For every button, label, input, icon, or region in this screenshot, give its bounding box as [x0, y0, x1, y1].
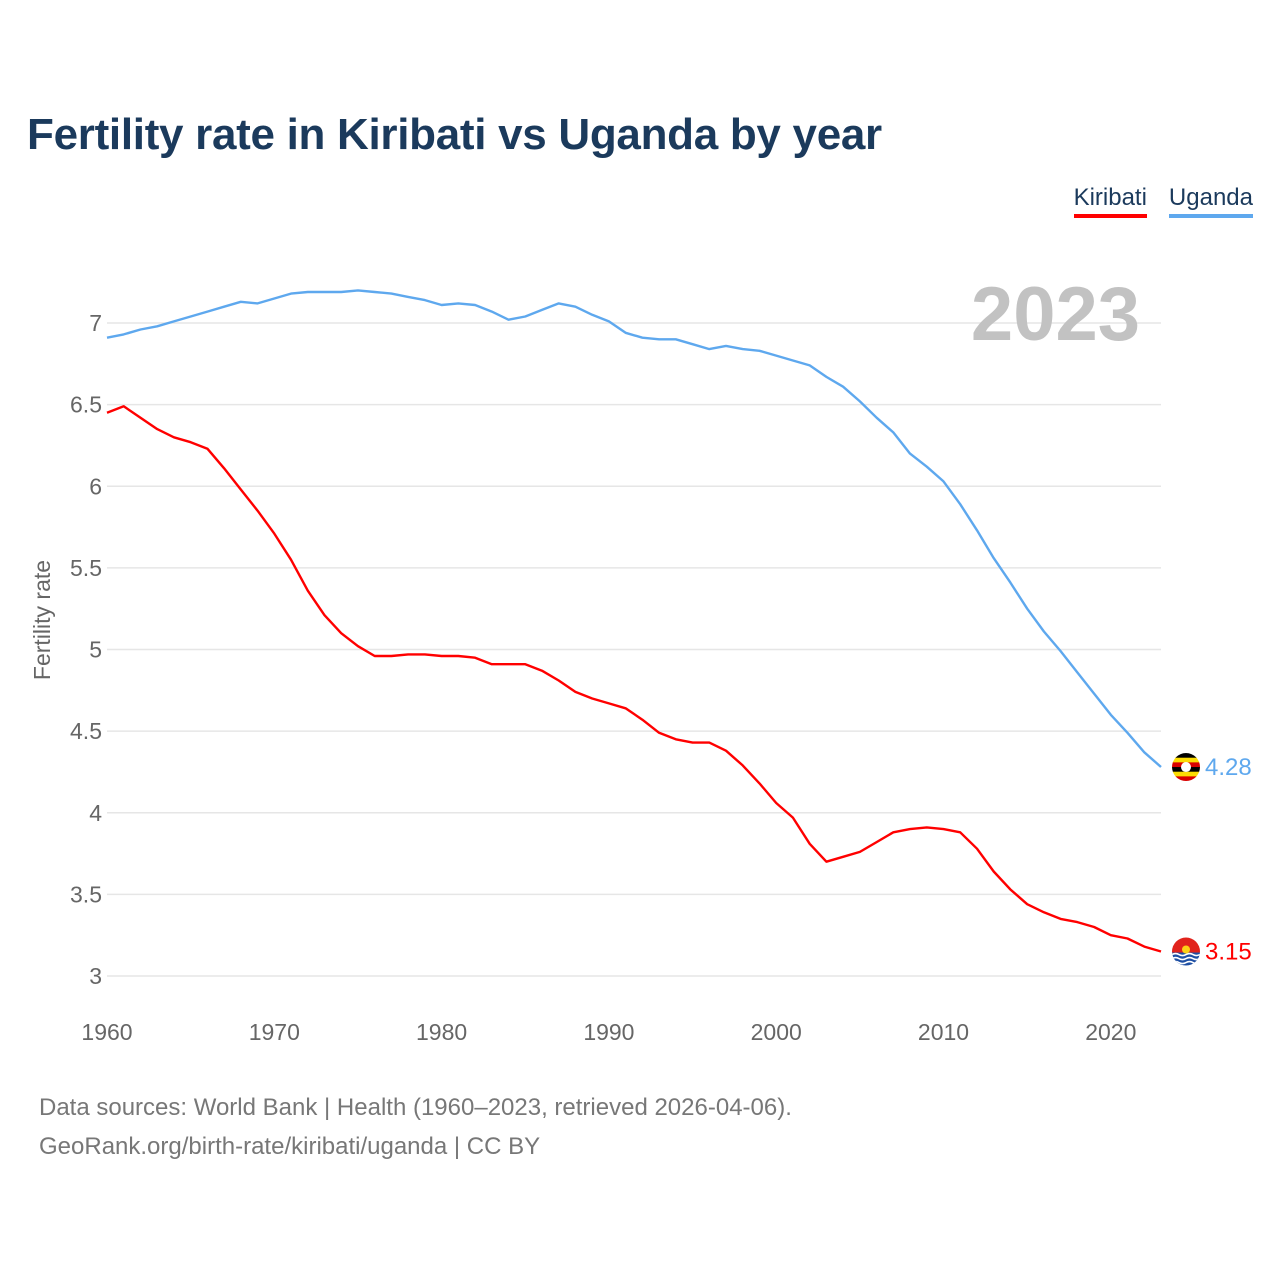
y-axis-label: Fertility rate — [29, 560, 55, 680]
y-tick-label: 5.5 — [70, 555, 102, 581]
uganda-flag-icon — [1172, 753, 1200, 782]
series-line-uganda — [106, 289, 1162, 768]
gridlines — [107, 322, 1161, 977]
legend-item-uganda[interactable]: Uganda — [1168, 184, 1253, 218]
year-watermark: 2023 — [971, 272, 1140, 357]
y-tick-label: 3 — [89, 963, 102, 989]
x-tick-label: 1960 — [81, 1019, 132, 1045]
legend-item-kiribati[interactable]: Kiribati — [1073, 184, 1147, 218]
x-tick-label: 2010 — [918, 1019, 969, 1045]
x-tick-label: 2000 — [751, 1019, 802, 1045]
y-tick-label: 5 — [89, 637, 102, 663]
y-axis-ticks: 3 3.5 4 4.5 5 5.5 6 6.5 7 — [70, 310, 102, 989]
footer: Data sources: World Bank | Health (1960–… — [39, 1088, 792, 1166]
x-tick-label: 1980 — [416, 1019, 467, 1045]
y-tick-label: 4 — [89, 800, 102, 826]
x-tick-label: 2020 — [1085, 1019, 1136, 1045]
end-value-label-kiribati: 3.15 — [1205, 939, 1252, 966]
kiribati-flag-icon — [1172, 937, 1200, 966]
source-link[interactable]: GeoRank.org/birth-rate/kiribati/uganda |… — [39, 1133, 541, 1160]
y-tick-label: 6 — [89, 473, 102, 499]
x-tick-label: 1990 — [583, 1019, 634, 1045]
line-chart: 2023 3 3.5 4 4.5 5 5.5 6 6.5 7 1960 1970 1980 1990 2… — [29, 272, 1252, 1045]
series-lines — [106, 289, 1162, 953]
y-tick-label: 4.5 — [70, 718, 102, 744]
data-source-text: Data sources: World Bank | Health (1960–… — [39, 1094, 792, 1121]
legend: Kiribati Uganda — [1073, 184, 1253, 218]
end-value-label-uganda: 4.28 — [1205, 754, 1252, 781]
end-labels: 3.15 4.28 — [1172, 753, 1252, 966]
chart-title: Fertility rate in Kiribati vs Uganda by … — [27, 110, 882, 159]
x-tick-label: 1970 — [249, 1019, 300, 1045]
y-tick-label: 3.5 — [70, 881, 102, 907]
series-line-kiribati — [106, 405, 1162, 953]
x-axis-ticks: 1960 1970 1980 1990 2000 2010 2020 — [81, 1019, 1136, 1045]
y-tick-label: 7 — [89, 310, 102, 336]
y-tick-label: 6.5 — [70, 392, 102, 418]
